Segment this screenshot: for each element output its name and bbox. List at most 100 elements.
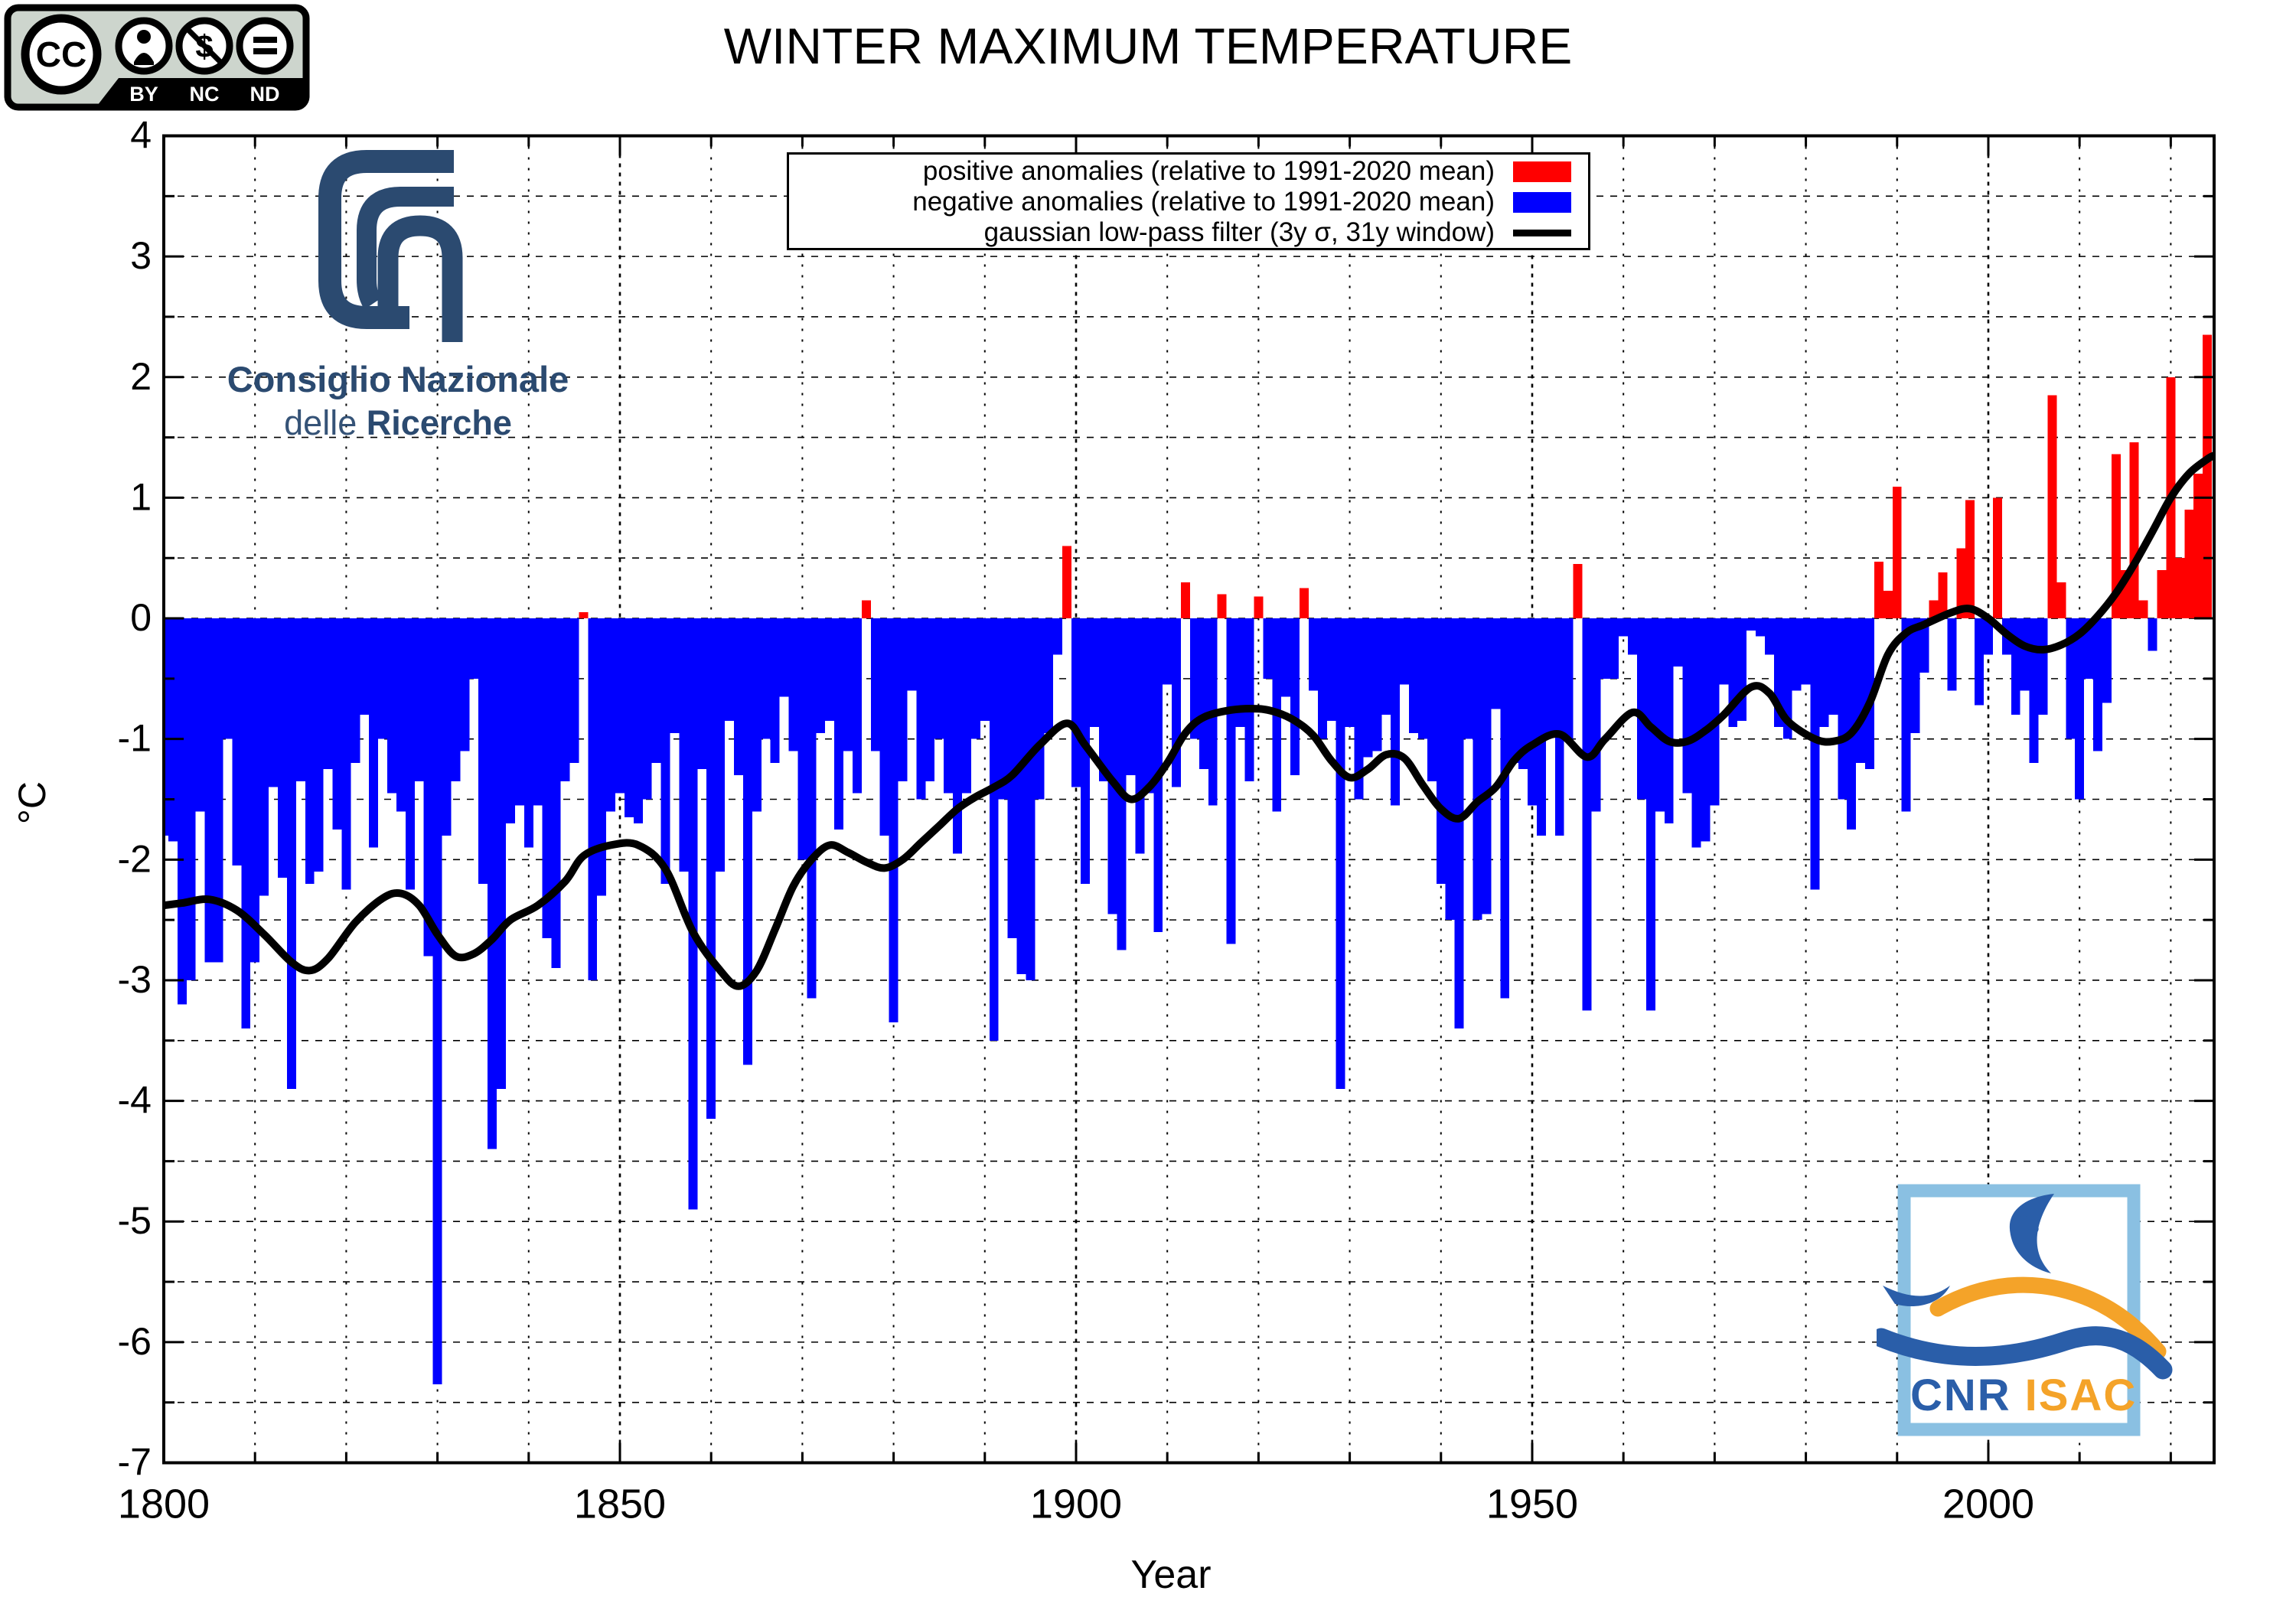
bar-1805 <box>204 618 214 963</box>
nd-bar-bottom <box>253 48 277 54</box>
bar-2014 <box>2111 454 2121 619</box>
bar-2008 <box>2056 582 2066 619</box>
bar-1800 <box>164 618 168 836</box>
bar-1815 <box>295 618 305 781</box>
bar-1950 <box>1528 618 1537 806</box>
bar-1913 <box>1189 618 1199 739</box>
bar-1936 <box>1400 618 1410 685</box>
legend-row-negative: negative anomalies (relative to 1991-202… <box>789 187 1588 217</box>
bar-1884 <box>925 618 935 781</box>
x-tick-label-1900: 1900 <box>1030 1482 1122 1527</box>
bar-1899 <box>1062 546 1072 619</box>
bar-1975 <box>1756 618 1765 637</box>
bar-1870 <box>797 618 807 860</box>
nc-slash <box>185 27 223 65</box>
bar-1923 <box>1281 618 1291 697</box>
bar-1844 <box>560 618 570 781</box>
bar-1895 <box>1026 618 1035 980</box>
bar-2013 <box>2102 618 2112 703</box>
bar-1971 <box>1719 618 1729 685</box>
bar-1949 <box>1518 618 1528 770</box>
bar-1804 <box>195 618 205 812</box>
bar-2021 <box>2175 558 2185 619</box>
bar-1839 <box>514 618 524 806</box>
bar-1855 <box>660 618 670 884</box>
x-tick-label-2000: 2000 <box>1942 1482 2034 1527</box>
bar-1819 <box>332 618 342 830</box>
bar-1843 <box>551 618 561 969</box>
bar-1976 <box>1764 618 1774 655</box>
y-tick-label-3: 3 <box>130 234 152 277</box>
by-person-head <box>137 30 151 44</box>
bar-1992 <box>1910 618 1920 733</box>
bar-1852 <box>633 618 643 824</box>
bar-1954 <box>1564 618 1574 739</box>
bar-2022 <box>2184 510 2194 619</box>
x-tick-label-1950: 1950 <box>1486 1482 1578 1527</box>
bar-1917 <box>1226 618 1236 944</box>
bar-1829 <box>423 618 433 957</box>
bar-1946 <box>1491 618 1501 709</box>
cc-icon-text: CC <box>36 34 86 74</box>
bar-1980 <box>1801 618 1811 685</box>
bar-1814 <box>286 618 296 1089</box>
isac-figure <box>1883 1194 2054 1306</box>
bar-2000 <box>1984 618 1993 655</box>
bar-1989 <box>1883 590 1893 619</box>
nd-bar-top <box>253 37 277 43</box>
bar-1948 <box>1509 618 1519 764</box>
bar-1830 <box>432 618 442 1385</box>
cnr-logo-ricerche: Ricerche <box>366 403 512 442</box>
bar-1990 <box>1892 487 1902 619</box>
bar-2003 <box>2011 618 2020 715</box>
bar-1966 <box>1673 618 1683 667</box>
y-tick-label-1: 1 <box>130 475 152 518</box>
bar-1924 <box>1290 618 1300 775</box>
bar-1983 <box>1828 618 1838 715</box>
bar-2024 <box>2203 334 2213 619</box>
bar-1837 <box>497 618 506 1089</box>
bar-1836 <box>488 618 497 1149</box>
bar-1886 <box>944 618 954 794</box>
y-tick-label--4: -4 <box>118 1079 152 1122</box>
bar-1891 <box>989 618 999 1041</box>
bar-1838 <box>505 618 515 824</box>
bar-1914 <box>1199 618 1208 770</box>
bar-1848 <box>597 618 607 896</box>
bar-1991 <box>1901 618 1911 812</box>
bar-1997 <box>1956 548 1966 619</box>
bar-1929 <box>1336 618 1345 1089</box>
bar-1993 <box>1919 618 1929 673</box>
bar-1962 <box>1637 618 1646 800</box>
bar-2012 <box>2093 618 2102 751</box>
bar-1883 <box>916 618 926 800</box>
bar-1807 <box>223 618 233 739</box>
bar-1981 <box>1810 618 1820 890</box>
cc-by-label: BY <box>129 83 158 106</box>
bar-1816 <box>305 618 315 884</box>
bar-1906 <box>1126 618 1136 775</box>
bar-1821 <box>351 618 360 764</box>
bar-1845 <box>569 618 579 764</box>
bar-1847 <box>588 618 598 980</box>
bar-1802 <box>177 618 187 1005</box>
bar-1900 <box>1071 618 1081 787</box>
bar-1943 <box>1463 618 1473 739</box>
bar-1903 <box>1098 618 1108 781</box>
bar-1865 <box>752 618 762 812</box>
cc-badge-band <box>97 78 306 106</box>
bar-1811 <box>259 618 269 896</box>
bar-1873 <box>825 618 835 722</box>
bar-1932 <box>1363 618 1373 758</box>
y-axis-label: °C <box>11 781 54 825</box>
bar-1897 <box>1044 618 1054 733</box>
bar-1820 <box>341 618 351 890</box>
bar-1888 <box>961 618 971 794</box>
bar-1876 <box>852 618 862 794</box>
bar-1879 <box>879 618 889 836</box>
bar-1979 <box>1792 618 1802 691</box>
bar-1860 <box>706 618 716 1120</box>
y-tick-label-0: 0 <box>130 596 152 639</box>
bar-1890 <box>980 618 990 722</box>
bar-1927 <box>1317 618 1327 739</box>
